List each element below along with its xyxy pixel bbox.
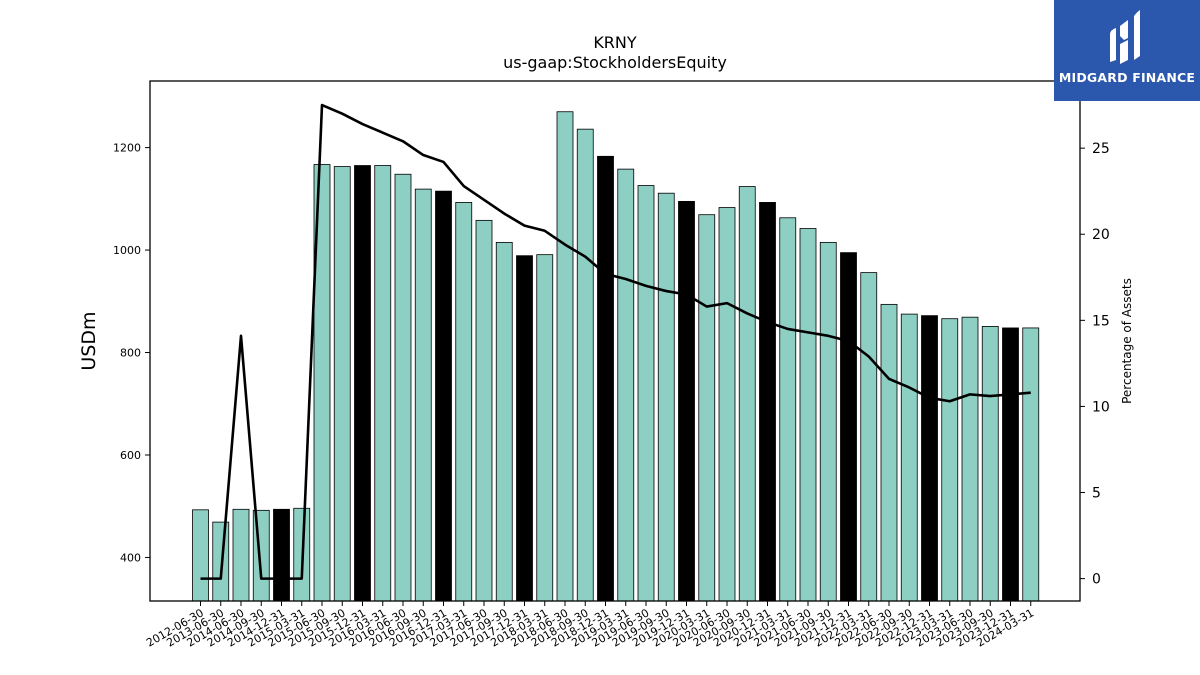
- bar: [941, 318, 959, 602]
- bar: [414, 188, 432, 602]
- chart-title: KRNY: [593, 33, 637, 52]
- bar: [516, 255, 533, 602]
- bar: [536, 254, 554, 602]
- bar: [354, 165, 371, 602]
- bar: [657, 192, 675, 602]
- bar: [232, 508, 250, 602]
- bar: [394, 173, 412, 602]
- plot-frame: [149, 80, 1081, 602]
- y-tick-label: 1200: [113, 142, 141, 155]
- y2-axis-label: Percentage of Assets: [1120, 278, 1134, 404]
- series-line: [200, 103, 1031, 580]
- bar: [273, 508, 290, 602]
- bar: [779, 217, 797, 602]
- bar: [840, 252, 857, 602]
- bar: [860, 272, 878, 602]
- bar: [576, 128, 594, 602]
- bar: [475, 219, 493, 602]
- midgard-finance-logo: MIDGARD FINANCE: [1054, 0, 1200, 101]
- logo-mark-icon: [1110, 10, 1140, 64]
- bar: [617, 168, 635, 602]
- bar: [961, 316, 979, 602]
- bar: [718, 207, 736, 602]
- bar: [921, 315, 938, 602]
- bar: [880, 303, 898, 602]
- bar: [435, 190, 452, 602]
- bar: [900, 313, 918, 602]
- bar: [698, 214, 716, 602]
- bar: [738, 186, 756, 602]
- bar: [981, 325, 999, 602]
- bar: [495, 241, 513, 602]
- y-tick-label: 800: [120, 347, 141, 360]
- bar: [1022, 327, 1040, 602]
- bar: [759, 202, 776, 602]
- y-axis-label: USDm: [78, 311, 100, 370]
- bar: [212, 521, 230, 602]
- y2-tick-label: 25: [1092, 141, 1110, 157]
- y-tick-label: 600: [120, 449, 141, 462]
- y2-tick-label: 20: [1092, 227, 1110, 243]
- bar: [556, 111, 574, 602]
- y2-tick-label: 15: [1092, 313, 1110, 329]
- bar: [455, 202, 473, 602]
- bar: [1002, 327, 1019, 602]
- bar: [819, 241, 837, 602]
- y2-tick-label: 5: [1092, 486, 1101, 502]
- bar: [333, 166, 351, 602]
- bar: [678, 200, 695, 602]
- bar: [637, 185, 655, 602]
- y2-tick-label: 0: [1092, 572, 1101, 588]
- bar: [374, 165, 392, 602]
- chart-subtitle: us-gaap:StockholdersEquity: [503, 53, 727, 72]
- bar: [597, 155, 614, 602]
- bar: [192, 509, 209, 602]
- bar: [799, 228, 817, 602]
- logo-text: MIDGARD FINANCE: [1058, 70, 1196, 85]
- y-tick-label: 400: [120, 551, 141, 564]
- y2-tick-label: 10: [1092, 399, 1110, 415]
- y-tick-label: 1000: [113, 244, 141, 257]
